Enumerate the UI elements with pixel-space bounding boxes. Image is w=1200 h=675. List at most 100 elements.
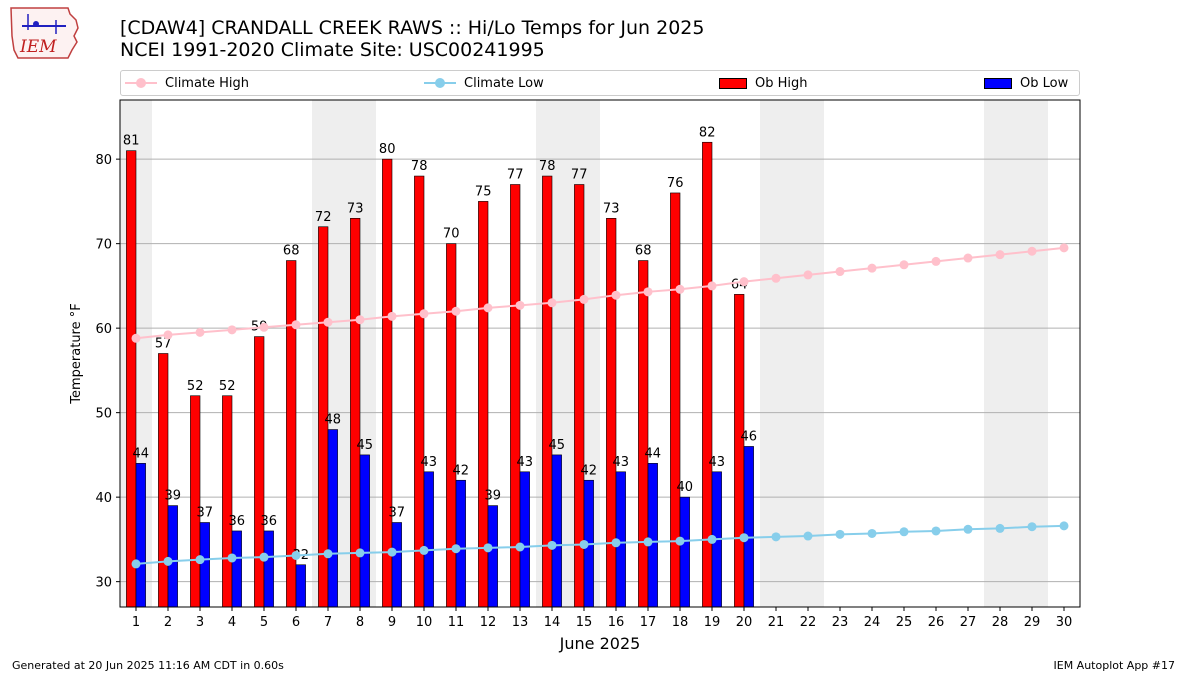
xtick-label-3: 3 [196, 615, 204, 630]
ob-high-label-14: 78 [539, 159, 556, 174]
ob-high-bar-20 [734, 294, 745, 608]
climate-high-point-25 [899, 260, 909, 270]
xtick-label-17: 17 [640, 615, 657, 630]
climate-low-point-10 [419, 545, 429, 555]
ob-low-swatch [984, 77, 1012, 89]
xtick-label-5: 5 [260, 615, 268, 630]
climate-low-point-15 [579, 539, 589, 549]
xtick-label-27: 27 [960, 615, 977, 630]
climate-high-point-8 [355, 315, 365, 325]
climate-low-point-12 [483, 543, 493, 553]
xtick-label-6: 6 [292, 615, 300, 630]
ob-low-bar-14 [551, 454, 562, 608]
climate-high-point-1 [131, 333, 141, 343]
climate-high-point-21 [771, 273, 781, 283]
ob-low-bar-20 [743, 446, 754, 608]
climate-low-point-2 [163, 556, 173, 566]
climate-low-point-9 [387, 547, 397, 557]
ob-low-label-16: 43 [613, 455, 630, 470]
climate-high-point-13 [515, 300, 525, 310]
climate-low-point-21 [771, 532, 781, 542]
ob-low-label-18: 40 [677, 480, 694, 495]
legend: Climate High Climate Low Ob High Ob Low [120, 70, 1080, 96]
ob-low-label-11: 42 [453, 463, 470, 478]
ob-low-bar-2 [167, 505, 178, 608]
ob-low-bar-10 [423, 471, 434, 608]
ob-high-label-17: 68 [635, 244, 652, 259]
ob-low-label-12: 39 [485, 489, 502, 504]
climate-low-point-6 [291, 550, 301, 560]
climate-high-point-15 [579, 294, 589, 304]
ob-high-label-1: 81 [123, 134, 140, 149]
ob-high-label-4: 52 [219, 379, 236, 394]
legend-ob-low-label: Ob Low [1020, 75, 1069, 91]
xtick-label-13: 13 [512, 615, 529, 630]
ytick-label-60: 60 [95, 322, 112, 337]
ob-low-bar-7 [327, 429, 338, 608]
weekend-shade-22 [792, 100, 824, 607]
xtick-label-20: 20 [736, 615, 753, 630]
ob-low-label-10: 43 [421, 455, 438, 470]
climate-low-point-23 [835, 529, 845, 539]
climate-low-point-5 [259, 552, 269, 562]
climate-low-swatch [424, 77, 456, 89]
climate-high-point-27 [963, 253, 973, 263]
ob-high-bar-16 [606, 218, 617, 608]
xtick-label-22: 22 [800, 615, 817, 630]
ytick-label-30: 30 [95, 576, 112, 591]
ob-low-bar-12 [487, 505, 498, 608]
climate-low-point-11 [451, 544, 461, 554]
ob-low-bar-5 [263, 530, 274, 608]
climate-high-point-12 [483, 303, 493, 313]
xtick-label-29: 29 [1024, 615, 1041, 630]
ob-low-bar-4 [231, 530, 242, 608]
ob-low-label-7: 48 [325, 413, 342, 428]
legend-ob-low: Ob Low [984, 75, 1068, 91]
climate-high-point-11 [451, 306, 461, 316]
ob-low-label-13: 43 [517, 455, 534, 470]
ob-low-label-4: 36 [229, 514, 246, 529]
ob-high-bar-2 [158, 353, 169, 608]
legend-ob-high: Ob High [719, 75, 808, 91]
climate-low-point-16 [611, 538, 621, 548]
ob-high-label-12: 75 [475, 184, 492, 199]
xtick-label-8: 8 [356, 615, 364, 630]
ob-high-label-3: 52 [187, 379, 204, 394]
xtick-label-26: 26 [928, 615, 945, 630]
climate-high-line [135, 246, 1065, 340]
ob-high-label-19: 82 [699, 125, 716, 140]
ob-low-label-19: 43 [709, 455, 726, 470]
climate-low-point-18 [675, 536, 685, 546]
xtick-label-18: 18 [672, 615, 689, 630]
climate-high-point-4 [227, 325, 237, 335]
xtick-label-16: 16 [608, 615, 625, 630]
ob-high-label-2: 57 [155, 337, 172, 352]
xtick-label-15: 15 [576, 615, 593, 630]
xtick-label-2: 2 [164, 615, 172, 630]
climate-low-point-8 [355, 548, 365, 558]
ob-high-label-16: 73 [603, 201, 620, 216]
climate-low-line [135, 524, 1065, 565]
climate-high-point-6 [291, 320, 301, 330]
climate-low-point-28 [995, 523, 1005, 533]
climate-low-point-24 [867, 528, 877, 538]
ob-high-bar-10 [414, 175, 425, 608]
xtick-label-10: 10 [416, 615, 433, 630]
xtick-label-4: 4 [228, 615, 236, 630]
ob-low-label-15: 42 [581, 463, 598, 478]
legend-climate-high: Climate High [125, 75, 249, 91]
ob-high-bar-5 [254, 336, 265, 608]
ob-low-bar-18 [679, 496, 690, 608]
legend-ob-high-label: Ob High [755, 75, 808, 91]
climate-low-point-17 [643, 537, 653, 547]
ob-high-bar-3 [190, 395, 201, 608]
ytick-label-50: 50 [95, 407, 112, 422]
ob-high-bar-4 [222, 395, 233, 608]
app-label: IEM Autoplot App #17 [1053, 659, 1176, 672]
climate-low-point-19 [707, 534, 717, 544]
climate-low-point-30 [1059, 521, 1069, 531]
climate-high-point-10 [419, 309, 429, 319]
climate-low-point-22 [803, 531, 813, 541]
ob-low-bar-11 [455, 479, 466, 608]
xtick-label-7: 7 [324, 615, 332, 630]
